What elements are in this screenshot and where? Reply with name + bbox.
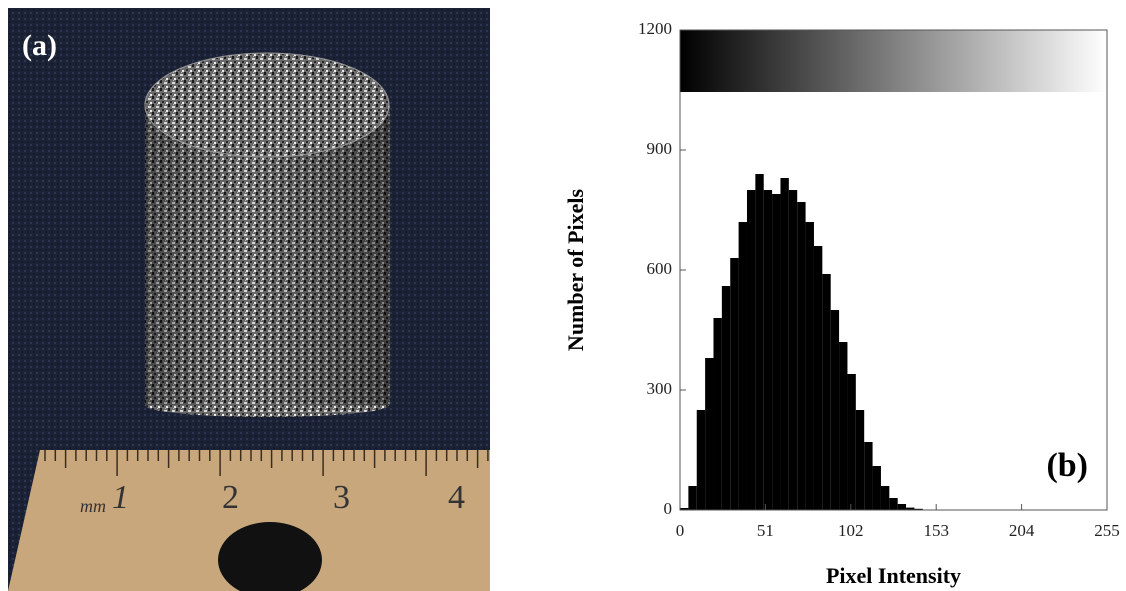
x-tick-label: 0 [676,521,685,540]
bar [747,190,755,510]
y-tick-label: 300 [647,379,673,398]
x-axis-title: Pixel Intensity [826,563,961,588]
cylinder-top [145,53,389,157]
y-tick-label: 600 [647,259,673,278]
ruler-label: mm [80,496,106,516]
bar [713,318,721,510]
bar [881,486,889,510]
bar [839,342,847,510]
bar [797,202,805,510]
panel-label: (a) [22,29,57,62]
ruler-label: 2 [222,479,239,516]
bar [688,486,696,510]
y-tick-label: 900 [647,139,673,158]
x-tick-label: 255 [1094,521,1120,540]
bar [755,174,763,510]
bar [864,442,872,510]
bar [730,258,738,510]
bar [831,310,839,510]
bar [764,190,772,510]
bar [847,374,855,510]
bar [898,504,906,510]
ruler-label: 3 [333,479,350,516]
y-axis-title: Number of Pixels [563,189,588,352]
bar [889,498,897,510]
bar [806,222,814,510]
bar [772,194,780,510]
bar [722,286,730,510]
bar [814,246,822,510]
photo: (a) mm 1 2 3 4 [8,8,490,591]
bar [780,178,788,510]
bar [739,222,747,510]
y-tick-label: 1200 [638,19,672,38]
bar [789,190,797,510]
x-tick-label: 153 [923,521,949,540]
bar [822,274,830,510]
x-tick-label: 102 [838,521,864,540]
bar [697,410,705,510]
bar [856,410,864,510]
bar [705,358,713,510]
intensity-gradient [680,30,1107,92]
ruler-label: 1 [112,479,129,516]
ruler-label: 4 [448,479,465,516]
x-tick-label: 51 [757,521,774,540]
x-tick-label: 204 [1009,521,1035,540]
y-tick-label: 0 [664,499,673,518]
histogram-chart: 0 300 600 900 1200 0 51 102 153 204 255 Pixel Inten… [563,19,1120,588]
figure: (a) mm 1 2 3 4 0300600900120005110215320… [0,0,1126,591]
bar [873,466,881,510]
panel-label: (b) [1046,447,1088,484]
